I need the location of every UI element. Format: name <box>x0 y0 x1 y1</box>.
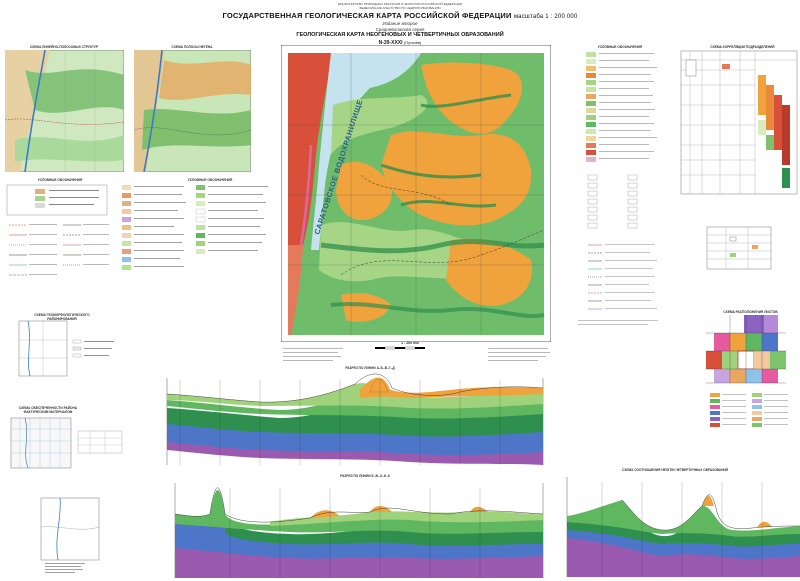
schema-left-map <box>5 50 124 172</box>
series: Средневолжская серия <box>375 27 425 32</box>
scale-label: 1 : 200 000 <box>401 341 419 345</box>
sheet-title-text: ГОСУДАРСТВЕННАЯ ГЕОЛОГИЧЕСКАЯ КАРТА РОСС… <box>222 11 512 20</box>
section1-title: РАЗРЕЗ ПО ЛИНИИ А–Б–В–Г–Д <box>345 366 395 370</box>
schema-small3-map <box>40 497 100 573</box>
sheet-scale: масштаба 1 : 200 000 <box>513 14 578 20</box>
legend-right-block <box>578 52 658 325</box>
schema-small2-map <box>10 417 123 469</box>
section3-title: СХЕМА СООТНОШЕНИЯ НЕОГЕН-ЧЕТВЕРТИЧНЫХ ОБ… <box>622 468 728 472</box>
ministry-line-1: МИНИСТЕРСТВО ПРИРОДНЫХ РЕСУРСОВ И ЭКОЛОГ… <box>337 2 463 6</box>
map-scale-bar <box>375 346 425 350</box>
cross-section-1 <box>166 373 544 465</box>
main-geological-map: САРАТОВСКОЕ ВОДОХРАНИЛИЩЕ <box>281 45 551 342</box>
legend-main-title: УСЛОВНЫЕ ОБОЗНАЧЕНИЯ <box>187 178 233 182</box>
schema-small1-map <box>18 320 114 377</box>
schema-small2-title: СХЕМА ОБЕСПЕЧЕННОСТИ РАЙОНА ФАКТИЧЕСКИМ … <box>18 406 78 414</box>
map-title: ГЕОЛОГИЧЕСКАЯ КАРТА НЕОГЕНОВЫХ И ЧЕТВЕРТ… <box>296 32 504 38</box>
legend-left-title: УСЛОВНЫЕ ОБОЗНАЧЕНИЯ <box>37 178 83 182</box>
map-notes <box>283 348 550 361</box>
section2-title: РАЗРЕЗ ПО ЛИНИИ Е–Ж–З–И–К <box>340 474 390 478</box>
index-map-title: СХЕМА РАСПОЛОЖЕНИЯ ЛИСТОВ <box>723 310 778 314</box>
stratigraphy-title: СХЕМА КОРРЕЛЯЦИИ ПОДРАЗДЕЛЕНИЙ <box>710 45 775 49</box>
stratigraphy-table <box>680 50 798 195</box>
edition: Издание второе <box>382 21 418 26</box>
legend-left-block <box>6 184 109 276</box>
sheet-title: ГОСУДАРСТВЕННАЯ ГЕОЛОГИЧЕСКАЯ КАРТА РОСС… <box>200 11 600 20</box>
index-map <box>706 315 788 427</box>
legend-right-title: УСЛОВНЫЕ ОБОЗНАЧЕНИЯ <box>597 45 643 49</box>
sheet-number: N-39-XXXI (Пугачёв) <box>200 40 600 46</box>
schema-left-title: СХЕМА ЛИНЕЙНО-ПОЛОСОВЫХ СТРУКТУР <box>29 45 99 49</box>
right-small-table <box>706 226 772 270</box>
cross-section-2 <box>174 483 544 578</box>
schema-right-title: СХЕМА ПОЛОСЫ НЕГЕНА <box>171 45 213 49</box>
schema-small1-title: СХЕМА ГЕОМОРФОЛОГИЧЕСКОГО РАЙОНИРОВАНИЯ <box>34 313 90 321</box>
schema-right-map <box>134 50 251 172</box>
cross-section-3 <box>566 477 800 577</box>
sheet-code: N-39-XXXI <box>378 40 403 46</box>
legend-main-block <box>122 185 268 270</box>
ministry-line-2: ФЕДЕРАЛЬНОЕ АГЕНТСТВО ПО НЕДРОПОЛЬЗОВАНИ… <box>359 6 441 10</box>
sheet-name: (Пугачёв) <box>403 40 422 45</box>
